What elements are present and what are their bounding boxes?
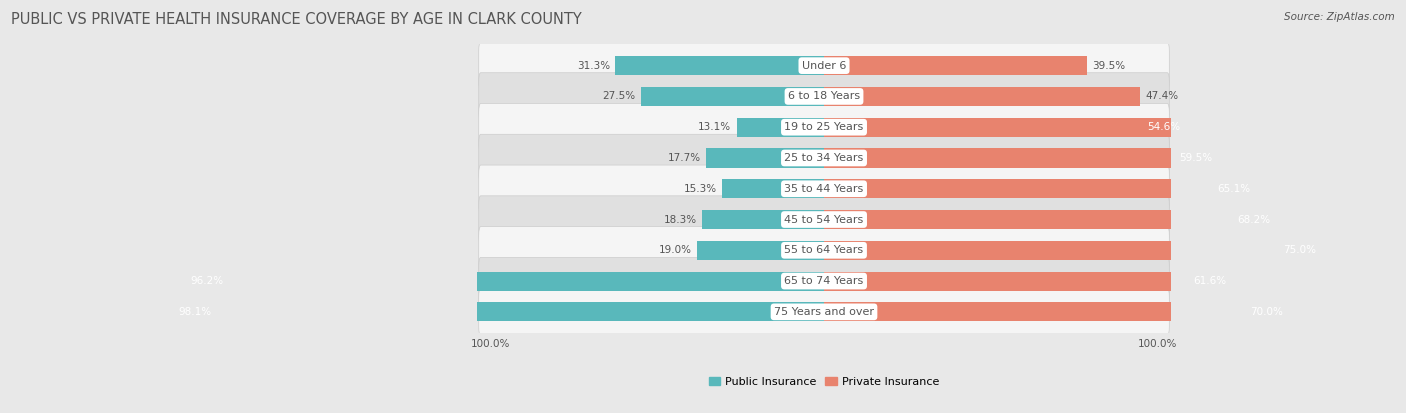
Text: 45 to 54 Years: 45 to 54 Years [785,214,863,225]
Text: Source: ZipAtlas.com: Source: ZipAtlas.com [1284,12,1395,22]
Bar [824,302,1291,321]
Bar [706,148,824,168]
FancyBboxPatch shape [478,196,1170,243]
Bar [824,56,1087,75]
Text: 25 to 34 Years: 25 to 34 Years [785,153,863,163]
Text: 75 Years and over: 75 Years and over [775,307,875,317]
Text: 19.0%: 19.0% [659,245,692,255]
Text: 31.3%: 31.3% [576,61,610,71]
Legend: Public Insurance, Private Insurance: Public Insurance, Private Insurance [704,373,943,392]
Bar [824,148,1220,168]
Text: 98.1%: 98.1% [179,307,211,317]
Bar [641,87,824,106]
FancyBboxPatch shape [478,227,1170,274]
FancyBboxPatch shape [478,73,1170,120]
Text: 65 to 74 Years: 65 to 74 Years [785,276,863,286]
Bar [824,179,1258,198]
Text: 61.6%: 61.6% [1194,276,1226,286]
Text: 65.1%: 65.1% [1216,184,1250,194]
Text: Under 6: Under 6 [801,61,846,71]
FancyBboxPatch shape [478,257,1170,305]
Text: 75.0%: 75.0% [1282,245,1316,255]
Bar [697,241,824,260]
Text: 68.2%: 68.2% [1237,214,1271,225]
Text: 27.5%: 27.5% [602,91,636,102]
Bar [824,210,1278,229]
Bar [183,271,824,291]
Bar [824,241,1324,260]
Text: 19 to 25 Years: 19 to 25 Years [785,122,863,132]
FancyBboxPatch shape [478,165,1170,212]
Text: 15.3%: 15.3% [683,184,717,194]
Text: 70.0%: 70.0% [1250,307,1282,317]
Text: 54.6%: 54.6% [1147,122,1180,132]
FancyBboxPatch shape [478,42,1170,89]
Bar [824,87,1140,106]
Bar [702,210,824,229]
Text: 17.7%: 17.7% [668,153,700,163]
FancyBboxPatch shape [478,104,1170,151]
Text: 59.5%: 59.5% [1180,153,1212,163]
Text: 6 to 18 Years: 6 to 18 Years [787,91,860,102]
Bar [170,302,824,321]
Text: 47.4%: 47.4% [1146,91,1178,102]
FancyBboxPatch shape [478,288,1170,335]
Bar [737,118,824,137]
Text: 96.2%: 96.2% [191,276,224,286]
Text: 18.3%: 18.3% [664,214,697,225]
Text: 35 to 44 Years: 35 to 44 Years [785,184,863,194]
Text: 39.5%: 39.5% [1092,61,1126,71]
Bar [616,56,824,75]
FancyBboxPatch shape [478,134,1170,182]
Text: PUBLIC VS PRIVATE HEALTH INSURANCE COVERAGE BY AGE IN CLARK COUNTY: PUBLIC VS PRIVATE HEALTH INSURANCE COVER… [11,12,582,27]
Text: 13.1%: 13.1% [699,122,731,132]
Bar [824,118,1188,137]
Text: 55 to 64 Years: 55 to 64 Years [785,245,863,255]
Bar [824,271,1234,291]
Bar [723,179,824,198]
